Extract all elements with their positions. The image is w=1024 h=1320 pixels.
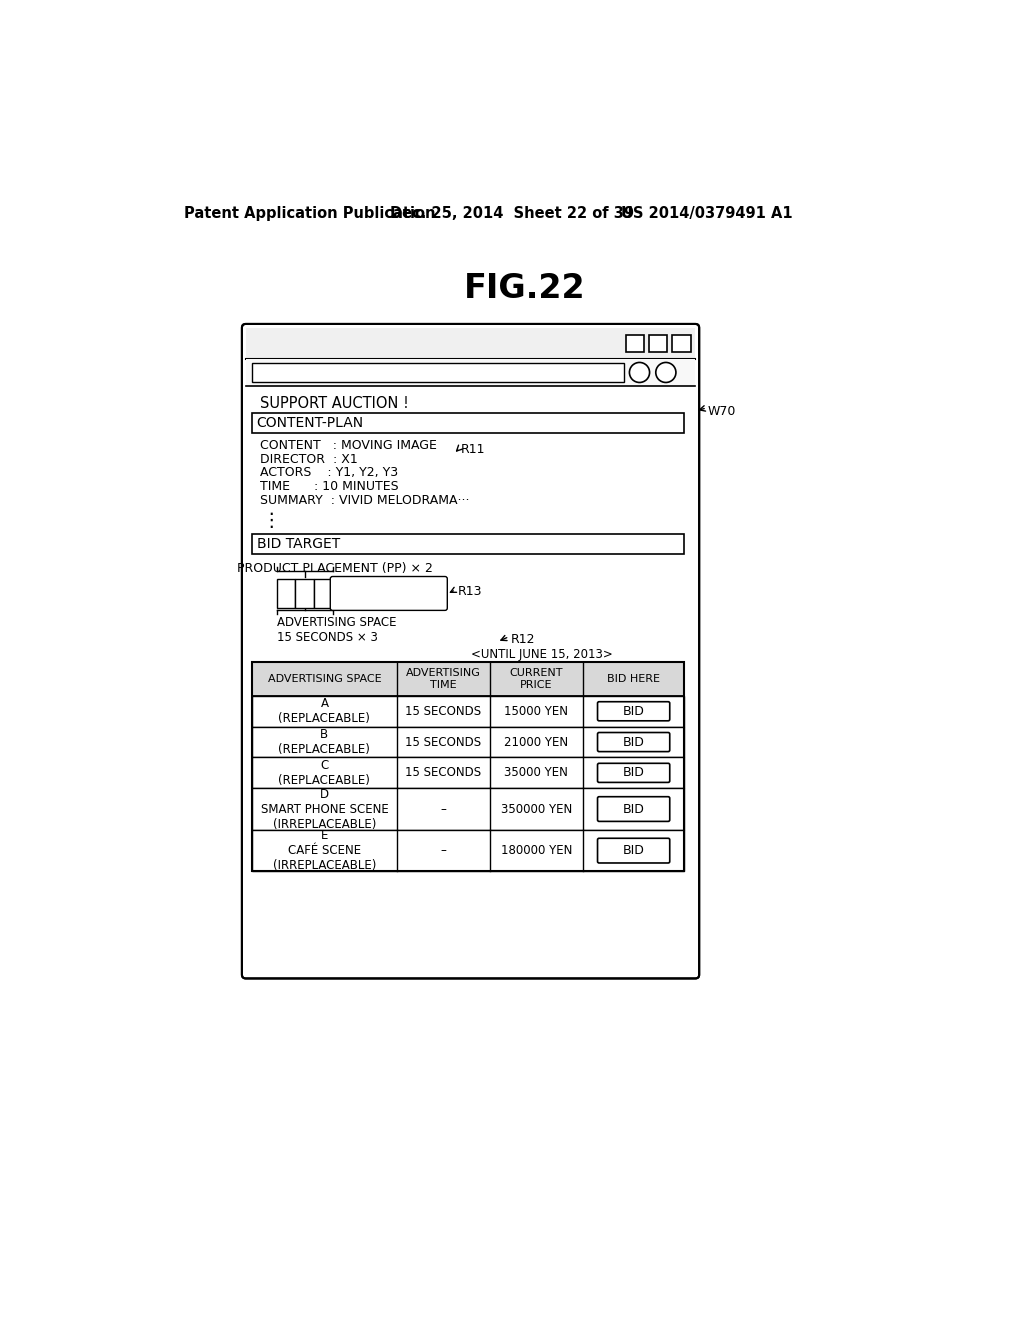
Text: R11: R11	[461, 444, 485, 457]
Bar	[252, 758, 684, 788]
FancyBboxPatch shape	[331, 577, 447, 610]
Text: B
(REPLACEABLE): B (REPLACEABLE)	[279, 729, 371, 756]
Text: C: C	[318, 583, 328, 597]
FancyBboxPatch shape	[598, 763, 670, 783]
Text: R13: R13	[458, 585, 482, 598]
Text: CONTENT-PLAN: CONTENT-PLAN	[257, 416, 364, 429]
FancyBboxPatch shape	[598, 702, 670, 721]
Text: FIG.22: FIG.22	[464, 272, 586, 305]
Circle shape	[630, 363, 649, 383]
Bar	[252, 696, 684, 726]
Text: R12: R12	[511, 632, 536, 645]
Text: CURRENT
PRICE: CURRENT PRICE	[510, 668, 563, 690]
FancyBboxPatch shape	[242, 323, 699, 978]
Text: 15 SECONDS: 15 SECONDS	[406, 767, 481, 779]
Bar	[252, 535, 684, 554]
Text: Patent Application Publication: Patent Application Publication	[183, 206, 435, 222]
Text: A: A	[282, 583, 291, 597]
Bar	[276, 579, 295, 609]
Text: BID: BID	[623, 843, 644, 857]
Text: Dec. 25, 2014  Sheet 22 of 39: Dec. 25, 2014 Sheet 22 of 39	[390, 206, 634, 222]
Bar	[246, 327, 695, 359]
Text: CONTENT   : MOVING IMAGE: CONTENT : MOVING IMAGE	[260, 438, 436, 451]
Text: MAIN STORY 20
MINUTES: MAIN STORY 20 MINUTES	[343, 582, 434, 611]
Bar	[295, 579, 314, 609]
Text: 35000 YEN: 35000 YEN	[505, 767, 568, 779]
Bar	[252, 363, 624, 381]
FancyBboxPatch shape	[598, 838, 670, 863]
Text: E
CAFÉ SCENE
(IRREPLACEABLE): E CAFÉ SCENE (IRREPLACEABLE)	[272, 829, 376, 873]
Circle shape	[655, 363, 676, 383]
Bar	[252, 830, 684, 871]
Text: –: –	[440, 843, 446, 857]
Text: BID: BID	[623, 803, 644, 816]
Text: SUMMARY  : VIVID MELODRAMA···: SUMMARY : VIVID MELODRAMA···	[260, 494, 469, 507]
Text: http://···: http://···	[257, 364, 307, 378]
Bar	[252, 663, 684, 696]
Text: SUPPORT AUCTION !: SUPPORT AUCTION !	[260, 396, 409, 411]
Text: PRODUCT PLACEMENT (PP) × 2: PRODUCT PLACEMENT (PP) × 2	[237, 562, 433, 576]
FancyBboxPatch shape	[598, 733, 670, 751]
Bar	[252, 413, 684, 433]
Text: DIRECTOR  : X1: DIRECTOR : X1	[260, 453, 357, 466]
Text: D
SMART PHONE SCENE
(IRREPLACEABLE): D SMART PHONE SCENE (IRREPLACEABLE)	[260, 788, 388, 830]
Bar	[672, 335, 690, 351]
FancyBboxPatch shape	[598, 797, 670, 821]
Text: W70: W70	[708, 405, 736, 418]
Text: A
(REPLACEABLE): A (REPLACEABLE)	[279, 697, 371, 725]
Text: 15 SECONDS: 15 SECONDS	[406, 735, 481, 748]
Text: –: –	[440, 803, 446, 816]
Text: TIME      : 10 MINUTES: TIME : 10 MINUTES	[260, 480, 398, 494]
Text: BID TARGET: BID TARGET	[257, 537, 340, 552]
Text: ADVERTISING SPACE
15 SECONDS × 3: ADVERTISING SPACE 15 SECONDS × 3	[276, 615, 396, 644]
Bar	[314, 579, 333, 609]
Text: <UNTIL JUNE 15, 2013>: <UNTIL JUNE 15, 2013>	[471, 648, 612, 661]
Bar	[252, 788, 684, 830]
Bar	[252, 663, 684, 871]
Text: 180000 YEN: 180000 YEN	[501, 843, 572, 857]
Text: C
(REPLACEABLE): C (REPLACEABLE)	[279, 759, 371, 787]
Bar	[252, 726, 684, 758]
Text: x: x	[678, 335, 685, 348]
Text: □: □	[652, 335, 664, 348]
Text: US 2014/0379491 A1: US 2014/0379491 A1	[621, 206, 793, 222]
Text: ⋮: ⋮	[261, 511, 281, 531]
Bar	[649, 335, 668, 351]
Text: ADVERTISING SPACE: ADVERTISING SPACE	[267, 675, 381, 684]
Text: ACTORS    : Y1, Y2, Y3: ACTORS : Y1, Y2, Y3	[260, 466, 398, 479]
Text: BID: BID	[623, 705, 644, 718]
Text: BID: BID	[623, 767, 644, 779]
Text: 350000 YEN: 350000 YEN	[501, 803, 572, 816]
Text: 15000 YEN: 15000 YEN	[505, 705, 568, 718]
Text: -: -	[633, 335, 637, 348]
Text: ADVERTISING
TIME: ADVERTISING TIME	[406, 668, 481, 690]
Text: 15 SECONDS: 15 SECONDS	[406, 705, 481, 718]
Text: BID HERE: BID HERE	[607, 675, 660, 684]
Bar	[246, 359, 695, 387]
Text: B: B	[300, 583, 309, 597]
Text: BID: BID	[623, 735, 644, 748]
Text: 21000 YEN: 21000 YEN	[504, 735, 568, 748]
Bar	[626, 335, 644, 351]
